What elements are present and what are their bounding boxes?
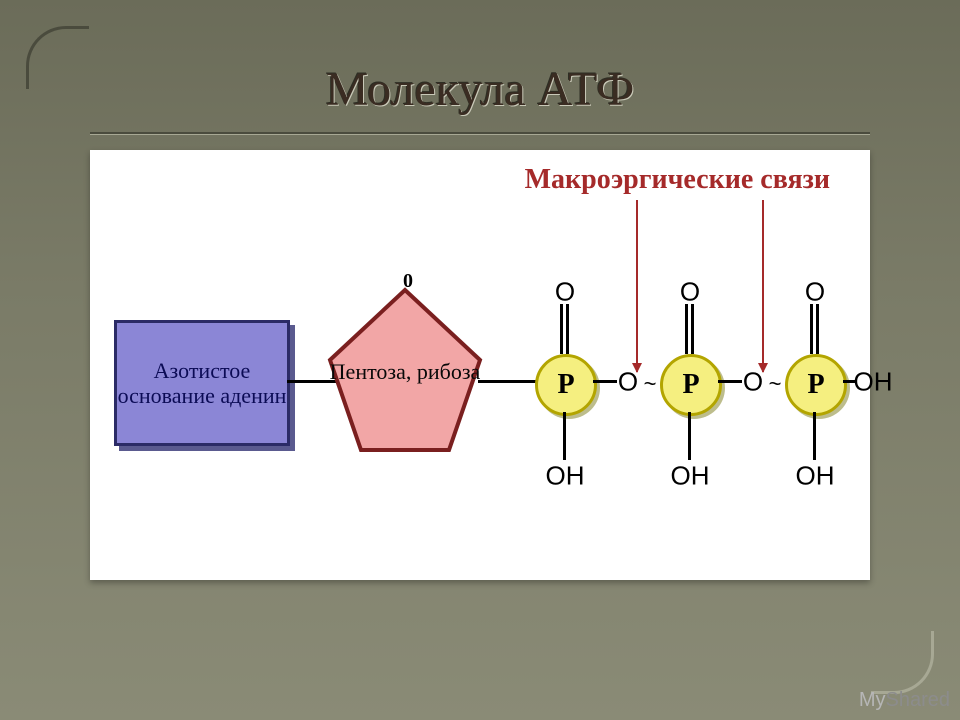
pentose-label: Пентоза, рибоза bbox=[325, 360, 485, 384]
oxygen-top-2: O bbox=[680, 277, 700, 308]
pentose-pentagon: Пентоза, рибоза bbox=[325, 282, 485, 457]
phosphate-3-label: P bbox=[807, 369, 824, 401]
phosphate-2-label: P bbox=[682, 369, 699, 401]
double-bond-p1-o bbox=[560, 304, 569, 354]
slide: Молекула АТФ Макроэргические связи Азоти… bbox=[0, 0, 960, 720]
bond-p2-o-right bbox=[718, 380, 742, 383]
oh-bottom-1: OH bbox=[546, 461, 585, 492]
atp-diagram: Азотистое основание аденин Пентоза, рибо… bbox=[90, 150, 870, 580]
watermark-part1: My bbox=[859, 689, 886, 711]
slide-title: Молекула АТФ bbox=[0, 62, 960, 117]
macroergic-tilde-1: ~ bbox=[644, 371, 657, 397]
bond-p1-o-right bbox=[593, 380, 617, 383]
oh-bottom-2: OH bbox=[671, 461, 710, 492]
phosphate-2: P bbox=[660, 354, 722, 416]
corner-decoration-br bbox=[871, 631, 934, 694]
phosphate-1: P bbox=[535, 354, 597, 416]
oxygen-top-1: O bbox=[555, 277, 575, 308]
watermark-part2: Shared bbox=[886, 689, 951, 711]
macroergic-arrow-2 bbox=[762, 200, 764, 372]
nitrogenous-base-label: Азотистое основание аденин bbox=[117, 358, 287, 409]
phosphate-3: P bbox=[785, 354, 847, 416]
oh-bottom-3: OH bbox=[796, 461, 835, 492]
diagram-panel: Макроэргические связи Азотистое основани… bbox=[90, 150, 870, 580]
double-bond-p3-o bbox=[810, 304, 819, 354]
bond-p3-oh bbox=[813, 412, 816, 460]
nitrogenous-base-box: Азотистое основание аденин bbox=[114, 320, 290, 446]
title-underline bbox=[90, 132, 870, 134]
watermark: MyShared bbox=[859, 689, 950, 712]
double-bond-p2-o bbox=[685, 304, 694, 354]
macroergic-tilde-2: ~ bbox=[769, 371, 782, 397]
oh-right: OH bbox=[854, 367, 893, 398]
phosphate-1-label: P bbox=[557, 369, 574, 401]
oxygen-top-3: O bbox=[805, 277, 825, 308]
macroergic-arrow-1 bbox=[636, 200, 638, 372]
bond-pentose-p1 bbox=[478, 380, 536, 383]
bond-p2-oh bbox=[688, 412, 691, 460]
pentose-top-atom: 0 bbox=[398, 270, 418, 293]
bond-p1-oh bbox=[563, 412, 566, 460]
